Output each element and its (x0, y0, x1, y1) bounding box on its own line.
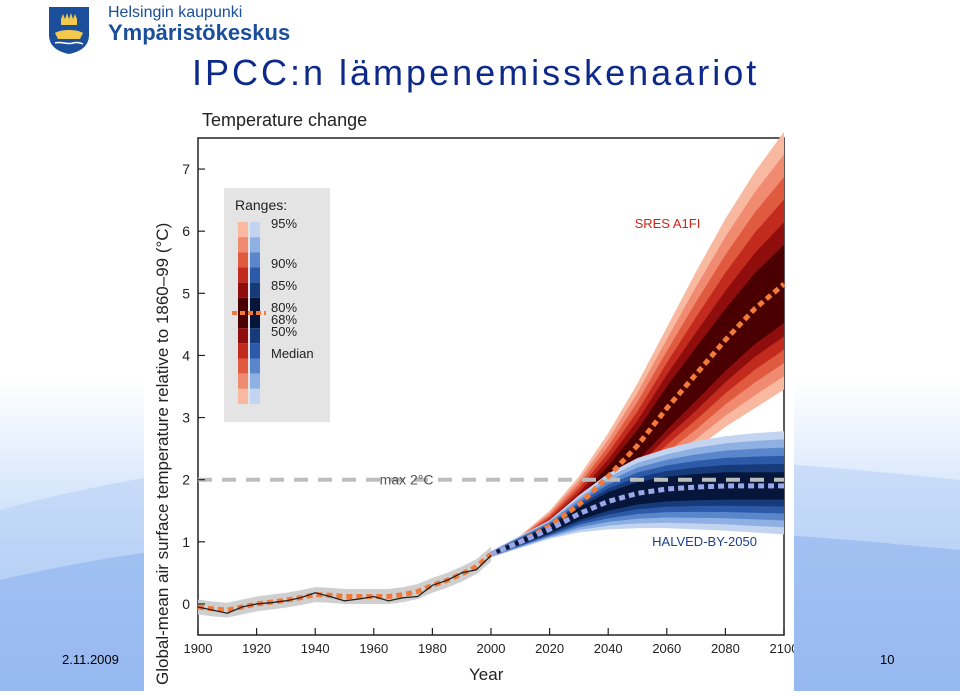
y-tick-label: 3 (182, 410, 190, 426)
legend-swatch-blue (250, 388, 260, 404)
x-tick-label: 1900 (184, 641, 213, 656)
y-axis-label: Global-mean air surface temperature rela… (153, 223, 172, 685)
x-tick-label: 1920 (242, 641, 271, 656)
legend-entry: 90% (271, 256, 297, 271)
x-tick-label: 1980 (418, 641, 447, 656)
halved-median-line (490, 483, 784, 557)
x-tick-label: 2060 (652, 641, 681, 656)
legend-title: Ranges: (235, 197, 287, 213)
x-tick-label: 2000 (477, 641, 506, 656)
series-label-a1fi: SRES A1FI (635, 216, 701, 231)
observed-temperature-line (197, 555, 492, 614)
scenario-band-0-5 (491, 244, 784, 556)
x-axis-label: Year (469, 665, 504, 684)
legend-swatch-red (238, 282, 248, 298)
legend-entry: 68% (271, 312, 297, 327)
legend-swatch-red (238, 297, 248, 313)
legend-swatch-red (238, 328, 248, 344)
legend-swatch-red (238, 252, 248, 268)
legend-entry: Median (271, 346, 314, 361)
slide-title: IPCC:n lämpenemisskenaariot (192, 52, 760, 93)
legend-swatch-blue (250, 343, 260, 359)
legend-swatch-blue (250, 358, 260, 374)
legend-swatch-red (238, 343, 248, 359)
x-tick-label: 2020 (535, 641, 564, 656)
x-tick-label: 2040 (594, 641, 623, 656)
temperature-chart: Temperature change e Global-mean air sur… (153, 110, 798, 685)
legend-swatch-blue (250, 282, 260, 298)
legend-swatch-red (238, 267, 248, 283)
organization-name: Helsingin kaupunki (108, 4, 243, 21)
footer-date: 2.11.2009 (62, 652, 119, 667)
legend-swatch-blue (250, 237, 260, 253)
legend-entry: 80% (271, 300, 297, 315)
x-tick-label: 1940 (301, 641, 330, 656)
y-tick-label: 4 (182, 347, 190, 363)
legend-swatch-red (238, 373, 248, 389)
legend-swatch-blue (250, 252, 260, 268)
legend-swatch-red (238, 222, 248, 238)
y-tick-label: 0 (182, 596, 190, 612)
x-tick-label: 2080 (711, 641, 740, 656)
legend-swatch-red (238, 313, 248, 329)
threshold-label: max 2°C (380, 472, 434, 488)
legend-swatch-blue (250, 328, 260, 344)
chart-title: Temperature change (202, 110, 367, 130)
legend-swatch-blue (250, 313, 260, 329)
legend-swatch-blue (250, 297, 260, 313)
chart-panel: Temperature change e Global-mean air sur… (144, 100, 798, 691)
legend-entry: 95% (271, 216, 297, 231)
legend-swatch-red (238, 388, 248, 404)
y-tick-label: 1 (182, 534, 190, 550)
legend-swatch-blue (250, 222, 260, 238)
y-tick-label: 5 (182, 285, 190, 301)
helsinki-crest-logo (49, 7, 89, 54)
legend-entry: 50% (271, 324, 297, 339)
legend-swatch-blue (250, 373, 260, 389)
scenario-band-1-5 (491, 472, 784, 556)
series-label-halved: HALVED-BY-2050 (652, 534, 757, 549)
y-tick-label: 2 (182, 472, 190, 488)
y-tick-label: 6 (182, 223, 190, 239)
legend-swatch-red (238, 358, 248, 374)
legend-entry: 85% (271, 278, 297, 293)
legend-swatch-red (238, 237, 248, 253)
scenario-band-0-4 (491, 222, 784, 556)
x-tick-label: 1960 (359, 641, 388, 656)
y-tick-label: 7 (182, 161, 190, 177)
department-name: Ympäristökeskus (108, 20, 291, 45)
page-number: 10 (880, 652, 895, 667)
legend-swatch-blue (250, 267, 260, 283)
